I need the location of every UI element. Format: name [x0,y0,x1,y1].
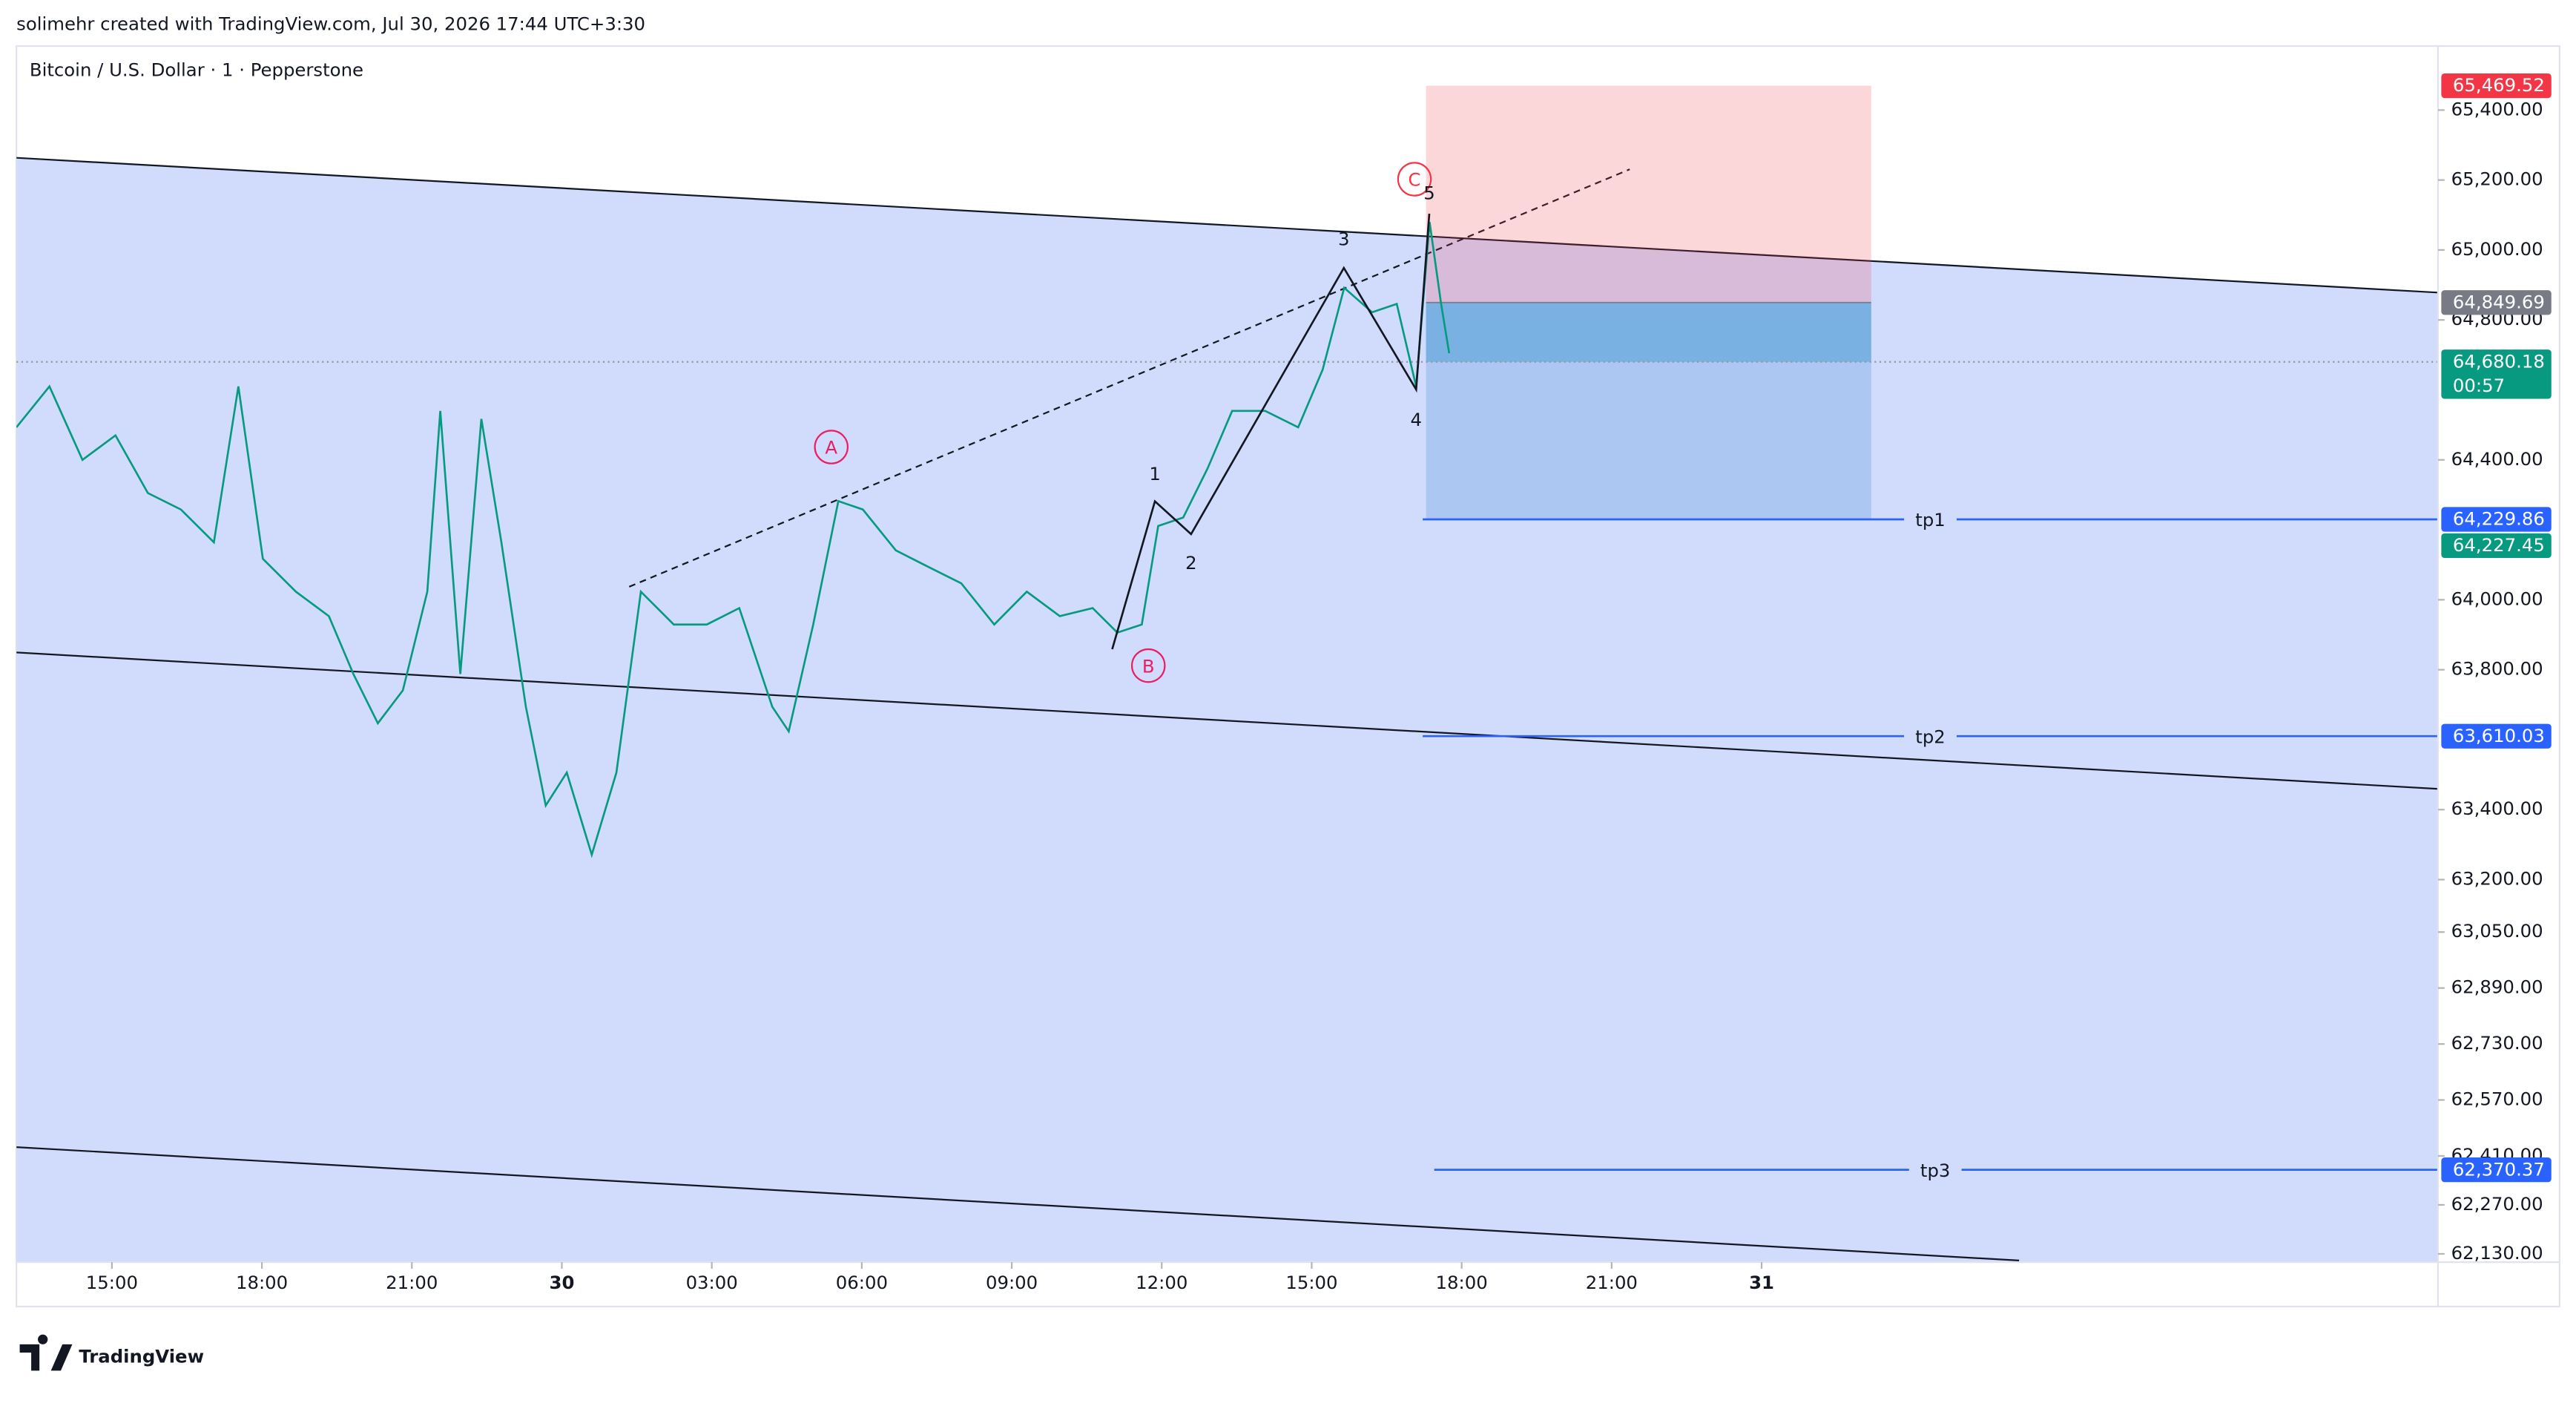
price-label: 63,610.03 [2453,725,2545,746]
wave-line [1111,213,1431,650]
wave-circle [814,430,849,464]
y-tick-label: 62,730.00 [2451,1032,2543,1054]
x-tick-label: 30 [550,1272,575,1293]
x-tick-label: 18:00 [236,1272,288,1293]
wave-number: 1 [1149,463,1161,484]
price-label: 64,227.45 [2453,534,2545,556]
price-label-box [2441,723,2552,749]
price-label-box [2441,290,2552,315]
plot-area [16,157,2438,1263]
price-label-box [2441,507,2552,532]
header: solimehr created with TradingView.com, J… [16,13,645,34]
price-label-box [2441,1157,2552,1183]
wave-circle [1130,648,1166,683]
x-tick-label: 21:00 [1586,1272,1638,1293]
wave-number: 3 [1338,228,1350,249]
price-label-box [2441,533,2552,559]
price-label-box [2441,349,2552,399]
x-tick-label: 06:00 [836,1272,888,1293]
channel-fill [16,157,2438,1263]
price-label: 64,849.69 [2453,291,2545,312]
y-tick-label: 64,400.00 [2451,448,2543,470]
wave-annotations: A B C 1 2 3 4 5 [814,162,1435,683]
y-tick-label: 62,570.00 [2451,1088,2543,1110]
x-tick-label: 21:00 [386,1272,438,1293]
wave-number: 5 [1423,182,1435,203]
y-tick-label: 62,890.00 [2451,976,2543,998]
wave-number: 2 [1185,552,1197,574]
x-tick-label: 15:00 [1285,1272,1337,1293]
price-line [16,222,1451,858]
countdown: 00:57 [2453,375,2505,396]
y-tick-label: 62,270.00 [2451,1193,2543,1215]
wave-label: B [1142,655,1155,677]
target-zone [1426,302,1871,520]
y-tick-label: 64,000.00 [2451,588,2543,609]
price-label: 62,370.37 [2453,1158,2545,1180]
marks [16,85,2438,1171]
brand-logo: TradingView [19,1334,204,1371]
stop-zone [1426,85,1871,303]
wave-number: 4 [1411,409,1423,430]
y-tick-label: 65,200.00 [2451,168,2543,190]
x-tick-label: 18:00 [1436,1272,1488,1293]
price-label-box [2441,73,2552,99]
channel-top [16,157,2438,294]
x-tick-label: 15:00 [86,1272,138,1293]
x-tick-label: 09:00 [986,1272,1038,1293]
symbol-title: Bitcoin / U.S. Dollar · 1 · Pepperstone [30,59,363,80]
logo-icon [19,1334,73,1371]
axes: 65,400.0065,200.0065,000.0064,800.0064,4… [86,73,2552,1293]
channel-mid [16,651,2438,790]
x-tick-label: 31 [1749,1272,1774,1293]
trend-dashed [628,168,1630,588]
price-label: 64,229.86 [2453,508,2545,530]
wave-label: A [825,437,837,459]
target-label: tp1 [1915,509,1946,530]
y-tick-label: 65,400.00 [2451,98,2543,119]
target-label: tp2 [1915,726,1946,747]
x-tick-label: 12:00 [1136,1272,1187,1293]
filled-zone [1426,302,1871,362]
price-label: 65,469.52 [2453,74,2545,96]
y-tick-label: 63,400.00 [2451,798,2543,819]
x-tick-label: 03:00 [686,1272,738,1293]
wave-label: C [1409,169,1421,191]
channel-bottom [16,1146,2020,1262]
y-tick-label: 63,050.00 [2451,920,2543,942]
wave-circle [1397,162,1432,197]
brand: TradingView [79,1346,204,1367]
y-tick-label: 62,130.00 [2451,1242,2543,1264]
y-tick-label: 65,000.00 [2451,238,2543,260]
y-tick-label: 63,200.00 [2451,868,2543,890]
price-label: 64,680.18 [2453,350,2545,372]
y-tick-label: 63,800.00 [2451,658,2543,680]
target-label: tp3 [1920,1160,1951,1181]
